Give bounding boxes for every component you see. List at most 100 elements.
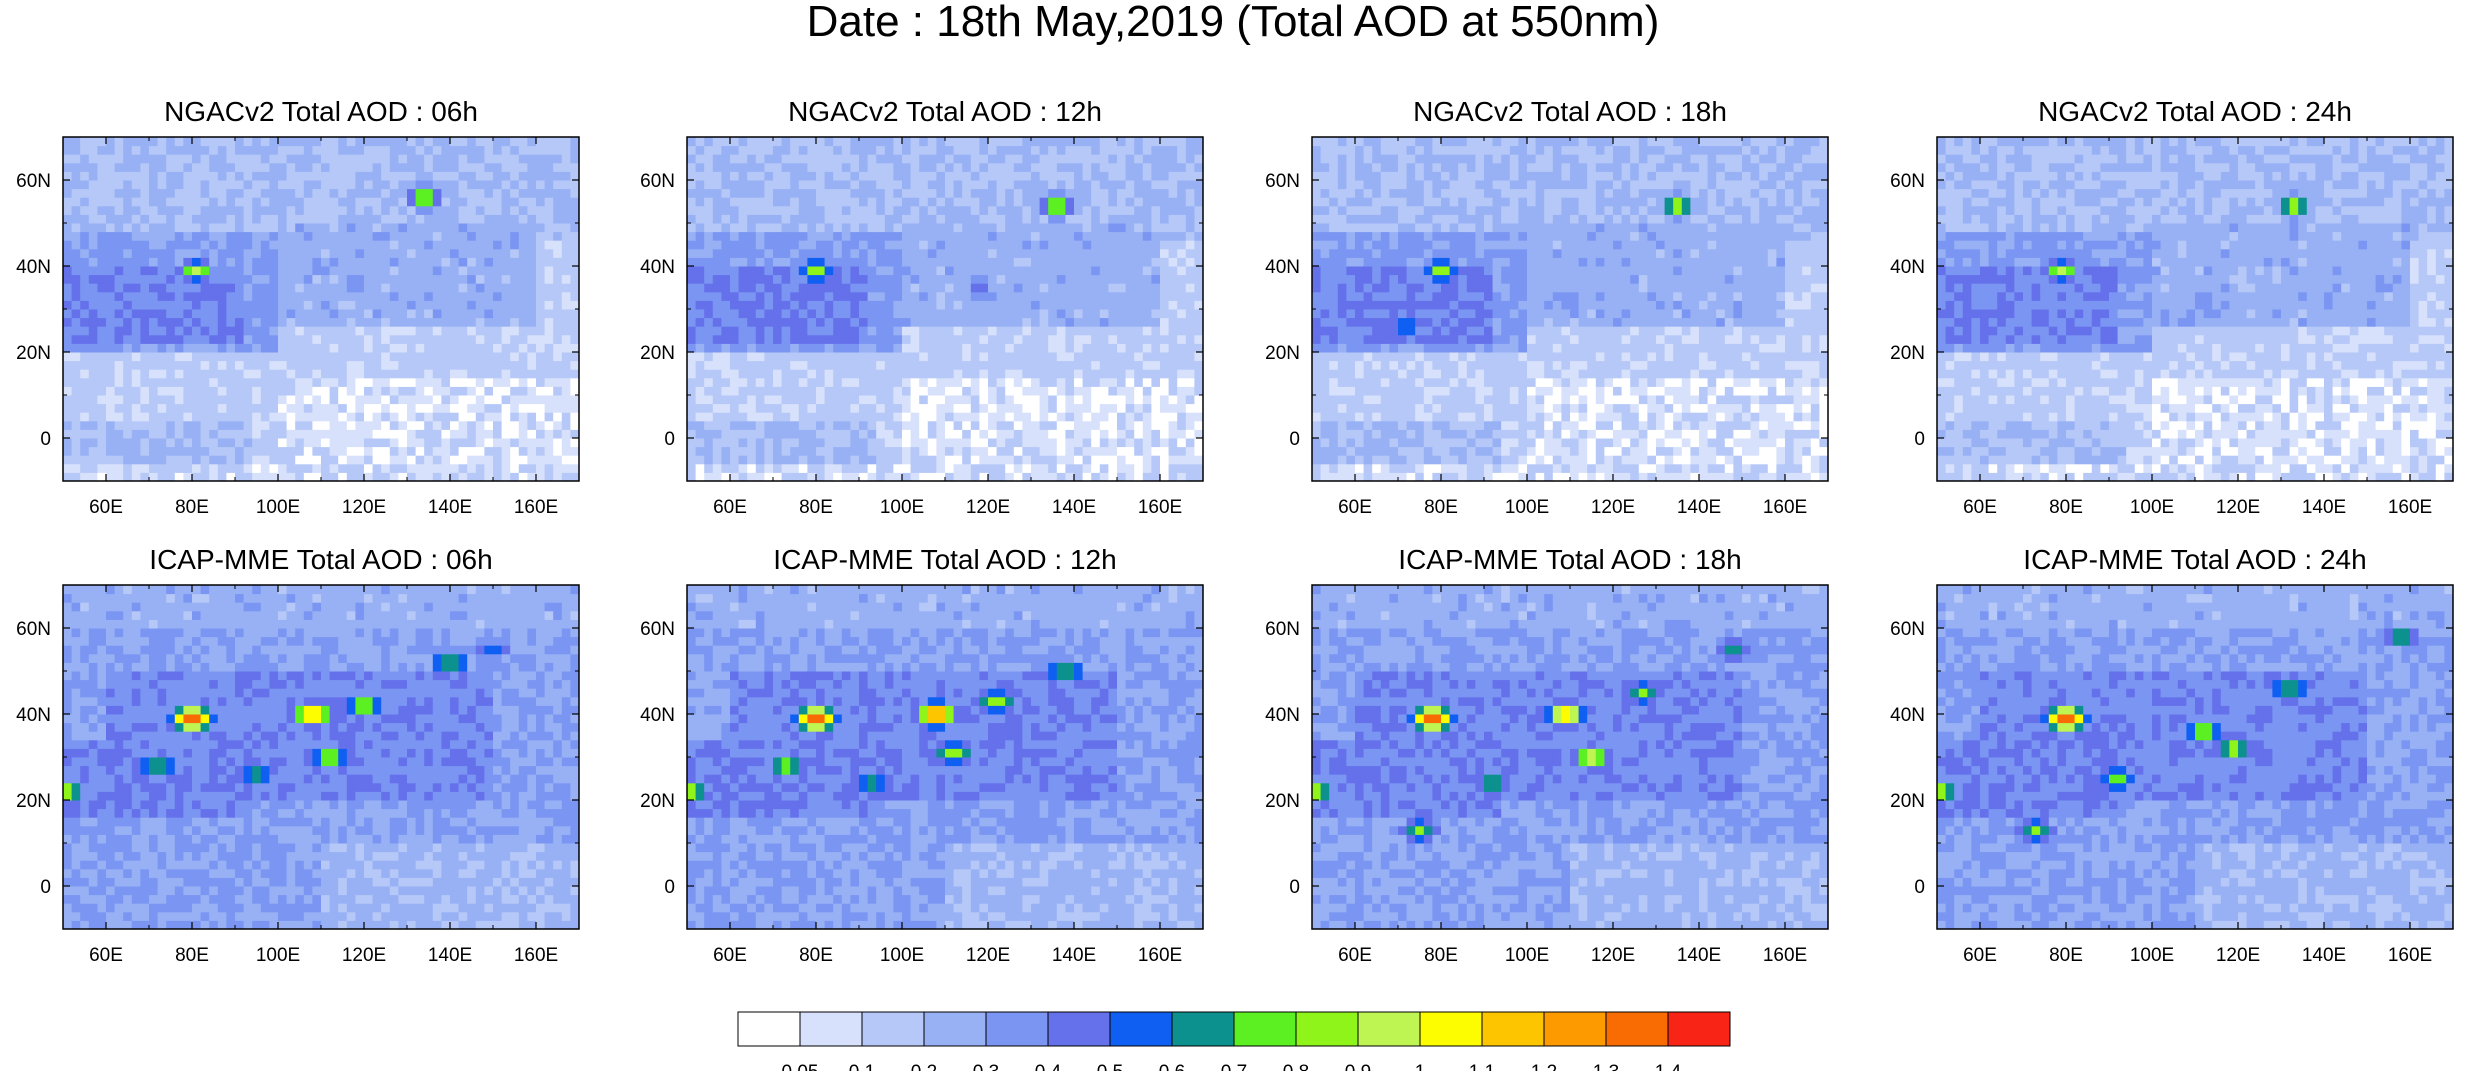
- x-tick-label: 80E: [2049, 497, 2083, 518]
- y-tick-label: 0: [1914, 429, 1925, 450]
- x-tick-label: 120E: [342, 497, 386, 518]
- x-tick-label: 60E: [89, 945, 123, 966]
- y-tick-label: 60N: [640, 619, 675, 640]
- figure-title: Date : 18th May,2019 (Total AOD at 550nm…: [806, 0, 1660, 46]
- x-tick-label: 160E: [1138, 497, 1182, 518]
- x-tick-label: 100E: [2130, 945, 2174, 966]
- x-tick-label: 160E: [514, 945, 558, 966]
- x-tick-label: 140E: [1677, 945, 1721, 966]
- y-tick-label: 0: [40, 429, 51, 450]
- y-tick-label: 60N: [1890, 619, 1925, 640]
- colorbar-swatch: [1481, 1011, 1545, 1047]
- x-tick-label: 60E: [713, 945, 747, 966]
- y-tick-label: 40N: [1890, 257, 1925, 278]
- panel-6: 60E 80E 100E 120E 140E 160E 0 20N 40N 60N ICAP-MME…: [640, 544, 1204, 966]
- y-tick-label: 40N: [640, 257, 675, 278]
- y-tick-label: 60N: [640, 171, 675, 192]
- x-tick-label: 160E: [2388, 945, 2432, 966]
- colorbar-swatch: [861, 1011, 925, 1047]
- colorbar-swatch: [1295, 1011, 1359, 1047]
- colorbar-label: 0.05: [782, 1062, 819, 1071]
- x-tick-label: 80E: [1424, 497, 1458, 518]
- y-tick-label: 60N: [1265, 619, 1300, 640]
- colorbar-swatch: [737, 1011, 801, 1047]
- x-tick-label: 60E: [713, 497, 747, 518]
- y-tick-label: 20N: [1265, 343, 1300, 364]
- panel-title: NGACv2 Total AOD : 06h: [164, 96, 478, 127]
- aod-field: [63, 585, 579, 929]
- x-tick-label: 160E: [1763, 497, 1807, 518]
- colorbar-label: 0.4: [1035, 1062, 1062, 1071]
- aod-field: [1937, 585, 2453, 929]
- colorbar-swatch: [1047, 1011, 1111, 1047]
- x-tick-label: 140E: [2302, 945, 2346, 966]
- panel-3: 60E 80E 100E 120E 140E 160E 0 20N 40N 60N NGACv2 T…: [1265, 96, 1829, 518]
- panel-4: 60E 80E 100E 120E 140E 160E 0 20N 40N 60N NGACv2 T…: [1890, 96, 2454, 518]
- aod-field: [63, 137, 579, 481]
- colorbar-label: 0.2: [911, 1062, 937, 1071]
- x-tick-label: 60E: [1963, 497, 1997, 518]
- colorbar-label: 1.2: [1531, 1062, 1557, 1071]
- x-tick-label: 120E: [966, 945, 1010, 966]
- colorbar-label: 0.1: [849, 1062, 875, 1071]
- colorbar-swatch: [1109, 1011, 1173, 1047]
- x-tick-label: 140E: [1677, 497, 1721, 518]
- colorbar-label: 0.9: [1345, 1062, 1371, 1071]
- panel-title: ICAP-MME Total AOD : 18h: [1398, 544, 1741, 575]
- y-tick-label: 20N: [16, 343, 51, 364]
- x-tick-label: 80E: [799, 945, 833, 966]
- x-tick-label: 100E: [880, 945, 924, 966]
- y-tick-label: 0: [1289, 877, 1300, 898]
- panel-5: 60E 80E 100E 120E 140E 160E 0 20N 40N 60N ICAP-MME…: [16, 544, 580, 966]
- panel-title: NGACv2 Total AOD : 24h: [2038, 96, 2352, 127]
- x-tick-label: 120E: [966, 497, 1010, 518]
- y-tick-label: 20N: [1890, 343, 1925, 364]
- x-tick-label: 140E: [2302, 497, 2346, 518]
- colorbar-swatch: [1667, 1011, 1731, 1047]
- colorbar-swatch: [1419, 1011, 1483, 1047]
- panel-title: ICAP-MME Total AOD : 24h: [2023, 544, 2366, 575]
- colorbar-label: 1.1: [1469, 1062, 1495, 1071]
- panel-title: ICAP-MME Total AOD : 12h: [773, 544, 1116, 575]
- panel-title: NGACv2 Total AOD : 18h: [1413, 96, 1727, 127]
- x-tick-label: 100E: [256, 945, 300, 966]
- x-tick-label: 160E: [514, 497, 558, 518]
- colorbar-label: 0.5: [1097, 1062, 1123, 1071]
- x-tick-label: 140E: [428, 497, 472, 518]
- colorbar-label: 1.4: [1655, 1062, 1682, 1071]
- y-tick-label: 20N: [16, 791, 51, 812]
- x-tick-label: 100E: [880, 497, 924, 518]
- y-tick-label: 40N: [1890, 705, 1925, 726]
- y-tick-label: 0: [1289, 429, 1300, 450]
- y-tick-label: 0: [664, 877, 675, 898]
- x-tick-label: 60E: [1338, 497, 1372, 518]
- colorbar-label: 1.3: [1593, 1062, 1619, 1071]
- x-tick-label: 80E: [2049, 945, 2083, 966]
- x-tick-label: 80E: [175, 945, 209, 966]
- x-tick-label: 140E: [428, 945, 472, 966]
- y-tick-label: 20N: [1890, 791, 1925, 812]
- x-tick-label: 120E: [1591, 945, 1635, 966]
- x-tick-label: 120E: [1591, 497, 1635, 518]
- y-tick-label: 60N: [16, 171, 51, 192]
- x-tick-label: 140E: [1052, 497, 1096, 518]
- x-tick-label: 120E: [2216, 497, 2260, 518]
- panel-8: 60E 80E 100E 120E 140E 160E 0 20N 40N 60N ICAP-MME…: [1890, 544, 2454, 966]
- y-tick-label: 20N: [640, 343, 675, 364]
- x-tick-label: 60E: [89, 497, 123, 518]
- x-tick-label: 160E: [1138, 945, 1182, 966]
- y-tick-label: 20N: [640, 791, 675, 812]
- x-tick-label: 80E: [1424, 945, 1458, 966]
- colorbar-label: 0.6: [1159, 1062, 1185, 1071]
- colorbar-swatch: [923, 1011, 987, 1047]
- y-tick-label: 0: [664, 429, 675, 450]
- x-tick-label: 140E: [1052, 945, 1096, 966]
- colorbar-swatch: [1543, 1011, 1607, 1047]
- aod-field: [1312, 585, 1828, 929]
- x-tick-label: 160E: [1763, 945, 1807, 966]
- panel-7: 60E 80E 100E 120E 140E 160E 0 20N 40N 60N ICAP-MME…: [1265, 544, 1829, 966]
- y-tick-label: 40N: [1265, 705, 1300, 726]
- y-tick-label: 20N: [1265, 791, 1300, 812]
- x-tick-label: 100E: [2130, 497, 2174, 518]
